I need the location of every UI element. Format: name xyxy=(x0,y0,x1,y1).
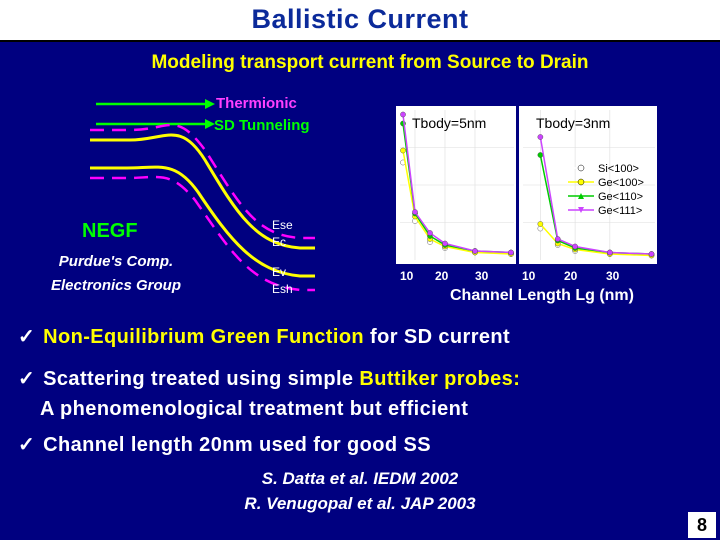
legend-marker-ge111 xyxy=(578,207,584,213)
band-diagram: Thermionic SD Tunneling Ese Ec Ev Esh NE… xyxy=(51,95,315,296)
bullet-1-text: for SD current xyxy=(370,326,511,348)
series-point-2-panel2-0 xyxy=(537,152,544,158)
series-point-3-panel1-3 xyxy=(442,240,448,247)
legend-marker-si100 xyxy=(577,164,585,172)
thermionic-label: Thermionic xyxy=(216,95,297,112)
series-line-1-panel1 xyxy=(402,150,512,255)
ec-band-line xyxy=(90,133,315,250)
bullet-2: ✓ Scattering treated using simple Buttike… xyxy=(18,366,520,391)
reference-2: R. Venugopal et al. JAP 2003 xyxy=(244,494,476,513)
series-point-3-panel1-5 xyxy=(508,249,514,256)
panel1-tick-10: 10 xyxy=(400,269,414,283)
panel2-label: Tbody=3nm xyxy=(536,115,610,131)
bullet-2-line2: A phenomenological treatment but efficie… xyxy=(40,398,469,420)
chart: Tbody=5nm Tbody=3nm Si<100> Ge<100> Ge<1… xyxy=(396,106,657,304)
band-label-ec: Ec xyxy=(272,235,286,249)
legend-label-si100: Si<100> xyxy=(598,163,639,175)
band-label-ese: Ese xyxy=(272,218,293,232)
series-point-3-panel2-4 xyxy=(648,251,655,257)
ese-band-line xyxy=(90,123,315,240)
group-label-line1: Purdue's Comp. xyxy=(59,253,173,270)
title-bar: Ballistic Current xyxy=(0,0,720,42)
chart-series xyxy=(400,111,655,259)
slide-title: Ballistic Current xyxy=(251,4,469,34)
panel2-tick-20: 20 xyxy=(564,269,578,283)
negf-label: NEGF xyxy=(82,220,138,242)
check-icon: ✓ xyxy=(18,326,36,348)
series-point-3-panel2-3 xyxy=(607,249,613,256)
thermionic-arrowhead xyxy=(205,99,215,109)
series-point-3-panel2-1 xyxy=(554,236,561,242)
band-label-ev: Ev xyxy=(272,265,286,279)
panel1-tick-30: 30 xyxy=(475,269,489,283)
slide-subtitle: Modeling transport current from Source t… xyxy=(151,52,589,73)
legend-label-ge110: Ge<110> xyxy=(598,191,643,203)
panel1-tick-20: 20 xyxy=(435,269,449,283)
chart-xlabel: Channel Length Lg (nm) xyxy=(450,287,634,304)
chart-legend: Si<100> Ge<100> Ge<110> Ge<111> xyxy=(568,163,644,217)
check-icon: ✓ xyxy=(18,434,36,456)
legend-marker-ge100 xyxy=(577,178,585,186)
ev-band-line xyxy=(90,165,315,278)
group-label-line2: Electronics Group xyxy=(51,277,181,294)
reference-1: S. Datta et al. IEDM 2002 xyxy=(261,469,459,488)
panel2-tick-10: 10 xyxy=(522,269,536,283)
series-point-3-panel2-0 xyxy=(537,134,544,140)
series-point-3-panel1-2 xyxy=(427,230,433,236)
legend-label-ge100: Ge<100> xyxy=(598,177,644,189)
legend-marker-ge110 xyxy=(578,193,584,199)
panel1-label: Tbody=5nm xyxy=(412,115,486,131)
bullet-1: ✓ Non-Equilibrium Green Function for SD c… xyxy=(18,324,510,349)
series-point-3-panel2-2 xyxy=(572,243,578,250)
tunneling-arrowhead xyxy=(205,119,215,129)
esh-band-line xyxy=(90,175,315,292)
series-point-1-panel2-0 xyxy=(537,221,544,227)
series-point-3-panel1-1 xyxy=(412,209,418,215)
bullet-1-highlight: Non-Equilibrium Green Function xyxy=(43,326,365,348)
check-icon: ✓ xyxy=(18,368,36,390)
bullet-3: ✓ Channel length 20nm used for good SS xyxy=(18,432,431,457)
figure-area: Thermionic SD Tunneling Ese Ec Ev Esh NE… xyxy=(51,95,657,304)
bullet-3-text: Channel length 20nm used for good SS xyxy=(43,434,431,456)
bullet-2-highlight: Buttiker probes: xyxy=(359,368,521,390)
legend-label-ge111: Ge<111> xyxy=(598,205,642,217)
series-point-3-panel1-0 xyxy=(400,111,406,118)
series-line-3-panel1 xyxy=(402,114,512,254)
series-point-3-panel1-4 xyxy=(472,248,478,254)
band-label-esh: Esh xyxy=(272,282,293,296)
sd-tunneling-label: SD Tunneling xyxy=(214,117,310,134)
series-point-1-panel1-0 xyxy=(400,147,406,154)
panel2-tick-30: 30 xyxy=(606,269,620,283)
page-number: 8 xyxy=(688,512,716,538)
bullet-2-text: Scattering treated using simple xyxy=(43,368,354,390)
